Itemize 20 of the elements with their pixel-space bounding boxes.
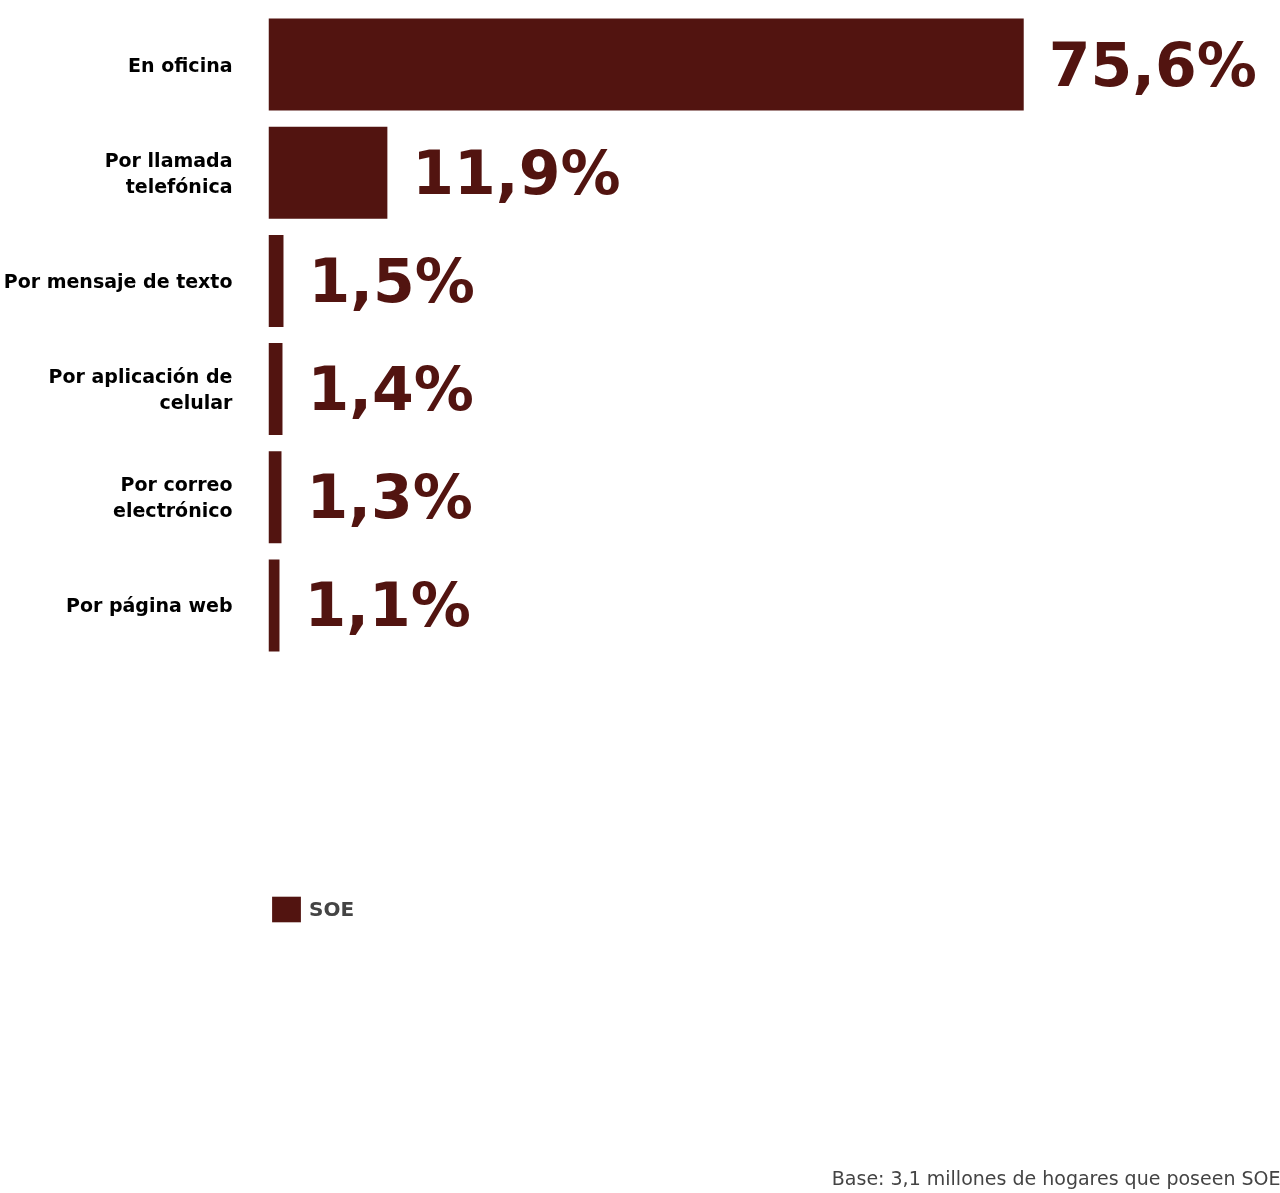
y-tick-label: Por aplicación de celular [48,364,234,414]
data-label: 11,9% [412,137,621,208]
text: Base: 3,1 millones de hogares que poseen SOE [831,1166,1280,1189]
data-label: 75,6% [1048,29,1257,100]
y-tick-label: Por llamada telefónica [104,148,233,197]
y-tick-label: Por página web [66,594,233,617]
y-tick-label: Por correo electrónico [113,473,233,522]
y-tick-label: En oficina [128,53,233,76]
bar [268,234,284,327]
data-label: 1,3% [306,462,473,533]
y-tick-label: Por mensaje de texto [3,269,233,292]
legend-label: SOE [309,897,355,921]
bar [268,559,280,652]
bar [268,451,282,544]
data-label: 1,1% [304,570,471,641]
data-label: 1,4% [307,354,474,425]
bar [268,126,388,219]
bar [268,343,283,436]
bar [268,18,1024,111]
data-label: 1,5% [308,245,475,316]
